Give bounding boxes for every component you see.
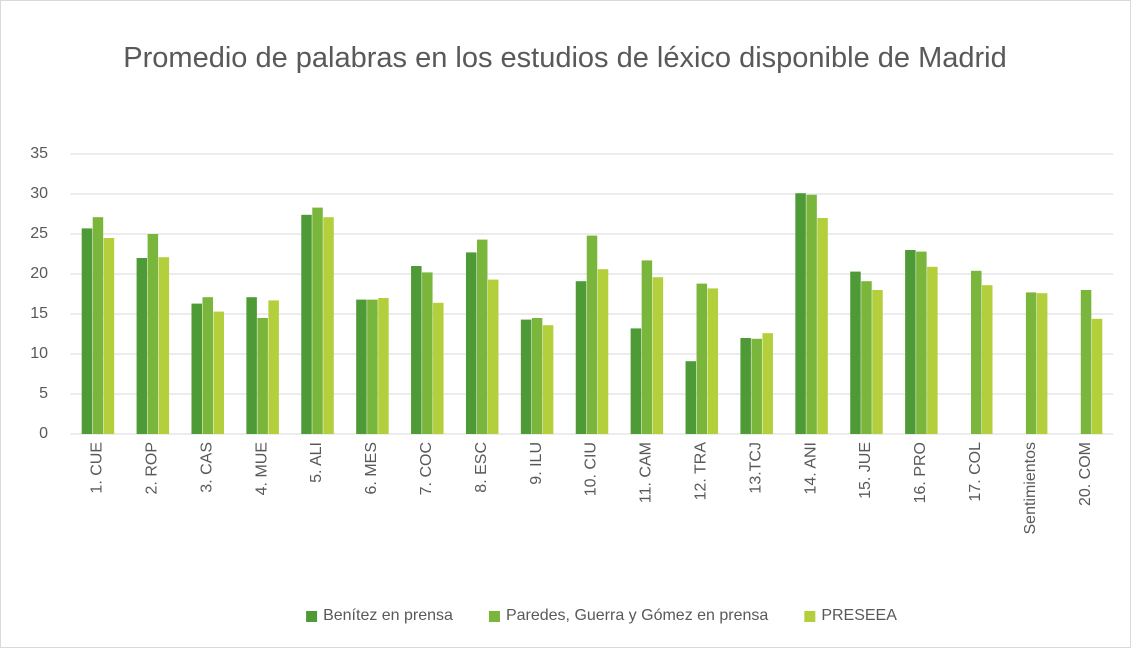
legend-swatch xyxy=(488,611,500,622)
bar xyxy=(575,281,587,434)
y-tick-label: 10 xyxy=(30,345,48,362)
x-tick-label: 16. PRO xyxy=(912,442,929,503)
legend-label: Benítez en prensa xyxy=(323,607,453,624)
bar xyxy=(806,194,817,434)
bar xyxy=(1036,293,1048,434)
bar xyxy=(323,217,334,434)
x-tick-label: 14. ANI xyxy=(802,442,819,494)
y-tick-label: 30 xyxy=(30,185,48,202)
bar xyxy=(630,328,642,434)
bar xyxy=(740,338,751,434)
x-tick-label: 13.TCJ xyxy=(747,442,764,494)
legend-swatch xyxy=(804,611,816,622)
x-tick-label: 11. CAM xyxy=(638,442,655,503)
bar xyxy=(487,279,499,434)
x-tick-label: 12. TRA xyxy=(693,442,710,501)
bar xyxy=(92,217,104,434)
chart-title: Promedio de palabras en los estudios de … xyxy=(123,42,1007,74)
x-tick-label: Sentimientos xyxy=(1022,442,1039,535)
x-tick-label: 6. MES xyxy=(363,442,380,494)
y-tick-label: 5 xyxy=(39,385,48,402)
bar xyxy=(1025,292,1037,434)
bar xyxy=(1091,318,1103,434)
bar xyxy=(191,303,202,434)
bar xyxy=(422,272,433,434)
bar xyxy=(652,277,664,434)
bar xyxy=(465,252,477,434)
bar xyxy=(872,290,883,434)
bar xyxy=(597,269,609,434)
bar xyxy=(257,318,268,434)
bar xyxy=(312,207,323,434)
x-tick-label: 4. MUE xyxy=(253,442,270,495)
bar xyxy=(202,297,213,434)
bar xyxy=(158,257,170,434)
bar xyxy=(795,193,806,434)
bar xyxy=(301,214,312,434)
bar xyxy=(531,318,543,434)
bar xyxy=(268,300,279,434)
bar xyxy=(685,361,697,434)
legend-label: Paredes, Guerra y Gómez en prensa xyxy=(506,607,768,624)
x-tick-label: 20. COM xyxy=(1077,442,1094,506)
bar xyxy=(817,218,828,434)
y-tick-label: 0 xyxy=(39,425,48,442)
bar xyxy=(905,250,916,434)
x-tick-label: 2. ROP xyxy=(144,442,161,494)
x-tick-label: 15. JUE xyxy=(857,442,874,499)
bar xyxy=(1080,290,1092,434)
bar xyxy=(136,258,148,434)
bar xyxy=(982,285,993,434)
bar xyxy=(762,333,773,434)
bar xyxy=(81,228,93,434)
y-tick-label: 25 xyxy=(30,225,48,242)
bar xyxy=(378,298,389,434)
x-tick-label: 10. CIU xyxy=(583,442,600,496)
bar xyxy=(476,239,488,434)
bar xyxy=(213,311,224,434)
legend-label: PRESEEA xyxy=(821,607,897,624)
bar xyxy=(147,234,159,434)
bar xyxy=(103,238,115,434)
legend-swatch xyxy=(306,611,318,622)
bar xyxy=(542,325,554,434)
y-tick-label: 15 xyxy=(30,305,48,322)
bar xyxy=(927,266,938,434)
x-tick-label: 9. ILU xyxy=(528,442,545,485)
bar xyxy=(861,281,872,434)
bar xyxy=(356,299,367,434)
bar xyxy=(246,297,257,434)
bar xyxy=(696,283,708,434)
x-tick-label: 17. COL xyxy=(967,442,984,502)
bar xyxy=(586,235,598,434)
bar xyxy=(850,271,861,434)
bar xyxy=(751,338,762,434)
x-tick-label: 7. COC xyxy=(418,442,435,495)
bar xyxy=(367,299,378,434)
y-tick-label: 20 xyxy=(30,265,48,282)
bar xyxy=(411,266,422,434)
bar xyxy=(641,260,653,434)
x-tick-label: 1. CUE xyxy=(89,442,106,494)
bar xyxy=(520,319,532,434)
x-tick-label: 8. ESC xyxy=(473,442,490,493)
y-tick-label: 35 xyxy=(30,145,48,162)
bar xyxy=(971,270,982,434)
x-tick-label: 3. CAS xyxy=(198,442,215,493)
bar xyxy=(433,302,444,434)
bar xyxy=(707,288,719,434)
x-tick-label: 5. ALI xyxy=(308,442,325,483)
bar xyxy=(916,251,927,434)
